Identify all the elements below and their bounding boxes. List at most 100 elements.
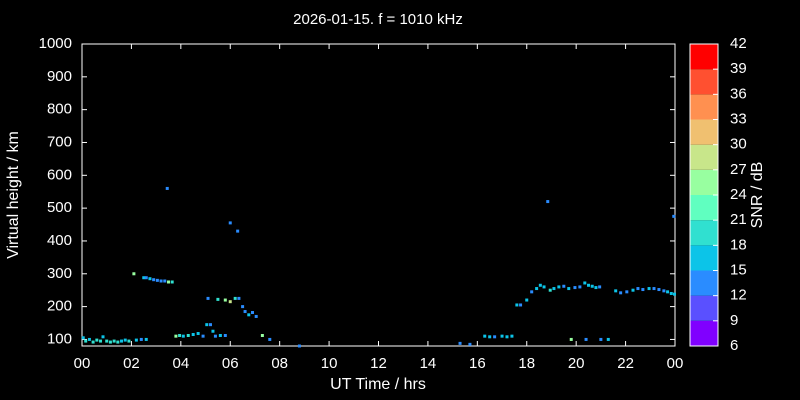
data-point: [458, 341, 462, 345]
colorbar-band: [690, 195, 718, 221]
data-point: [213, 334, 217, 338]
data-point: [233, 296, 237, 300]
data-point: [548, 288, 552, 292]
colorbar-tick-label: 12: [730, 287, 747, 304]
data-point: [132, 272, 136, 276]
y-tick-label: 900: [47, 68, 72, 85]
data-point: [144, 337, 148, 341]
data-point: [488, 335, 492, 339]
data-point: [583, 281, 587, 285]
data-point: [587, 283, 591, 287]
data-point: [120, 339, 124, 343]
data-point: [228, 300, 232, 304]
data-point: [134, 338, 138, 342]
y-tick-label: 600: [47, 166, 72, 183]
data-point: [297, 344, 301, 348]
data-point: [216, 297, 220, 301]
data-point: [205, 323, 209, 327]
x-tick-label: 12: [370, 355, 387, 372]
data-point: [101, 335, 105, 339]
data-point: [159, 279, 163, 283]
colorbar-tick-label: 15: [730, 261, 747, 278]
data-point: [99, 339, 103, 343]
data-point: [599, 337, 603, 341]
data-point: [243, 310, 247, 314]
data-point: [201, 334, 205, 338]
x-tick-label: 08: [271, 355, 288, 372]
chart-title: 2026-01-15. f = 1010 kHz: [293, 11, 463, 28]
data-point: [241, 305, 245, 309]
data-point: [218, 333, 222, 337]
x-tick-label: 00: [74, 355, 91, 372]
data-point: [81, 336, 85, 340]
data-point: [525, 298, 529, 302]
colorbar-band: [690, 320, 718, 346]
data-point: [535, 287, 539, 291]
y-tick-label: 200: [47, 298, 72, 315]
colorbar-label: SNR / dB: [749, 162, 766, 229]
x-tick-label: 18: [518, 355, 535, 372]
data-point: [116, 340, 120, 344]
y-tick-label: 700: [47, 133, 72, 150]
x-tick-label: 06: [222, 355, 239, 372]
data-point: [87, 337, 91, 341]
y-tick-label: 400: [47, 232, 72, 249]
data-point: [647, 287, 651, 291]
data-point: [237, 296, 241, 300]
x-tick-label: 10: [321, 355, 338, 372]
data-point: [530, 290, 534, 294]
data-point: [123, 338, 127, 342]
data-point: [505, 335, 509, 339]
data-point: [186, 333, 190, 337]
data-point: [228, 221, 232, 225]
colorbar-band: [690, 69, 718, 95]
data-point: [552, 287, 556, 291]
colorbar-tick-label: 27: [730, 161, 747, 178]
data-point: [590, 284, 594, 288]
data-point: [144, 276, 148, 280]
colorbar-band: [690, 44, 718, 70]
data-point: [578, 285, 582, 289]
data-point: [112, 339, 116, 343]
data-point: [606, 337, 610, 341]
data-point: [510, 334, 514, 338]
data-point: [211, 329, 215, 333]
data-point: [223, 298, 227, 302]
data-point: [666, 290, 670, 294]
data-point: [181, 334, 185, 338]
data-point: [196, 332, 200, 336]
y-tick-label: 800: [47, 101, 72, 118]
colorbar-band: [690, 144, 718, 170]
data-point: [108, 340, 112, 344]
data-point: [569, 337, 573, 341]
colorbar-band: [690, 270, 718, 296]
data-point: [95, 338, 99, 342]
data-point: [672, 214, 676, 218]
data-point: [139, 337, 143, 341]
x-tick-label: 16: [469, 355, 486, 372]
data-point: [254, 314, 258, 318]
plot-frame: [81, 43, 676, 347]
data-point: [625, 290, 629, 294]
colorbar-band: [690, 220, 718, 246]
data-point: [236, 229, 240, 233]
data-point: [163, 279, 167, 283]
colorbar-tick-label: 30: [730, 136, 747, 153]
x-tick-label: 00: [667, 355, 684, 372]
data-point: [483, 334, 487, 338]
data-point: [562, 284, 566, 288]
data-point: [584, 337, 588, 341]
data-point: [268, 337, 272, 341]
colorbar-tick-label: 6: [730, 337, 738, 354]
x-tick-label: 20: [568, 355, 585, 372]
data-point: [468, 342, 472, 346]
colorbar-tick-label: 9: [730, 312, 738, 329]
y-tick-label: 100: [47, 330, 72, 347]
data-point: [631, 288, 635, 292]
data-point: [91, 340, 95, 344]
colorbar-tick-label: 36: [730, 85, 747, 102]
data-point: [500, 334, 504, 338]
data-point: [493, 335, 497, 339]
data-point: [155, 278, 159, 282]
data-point: [636, 287, 640, 291]
